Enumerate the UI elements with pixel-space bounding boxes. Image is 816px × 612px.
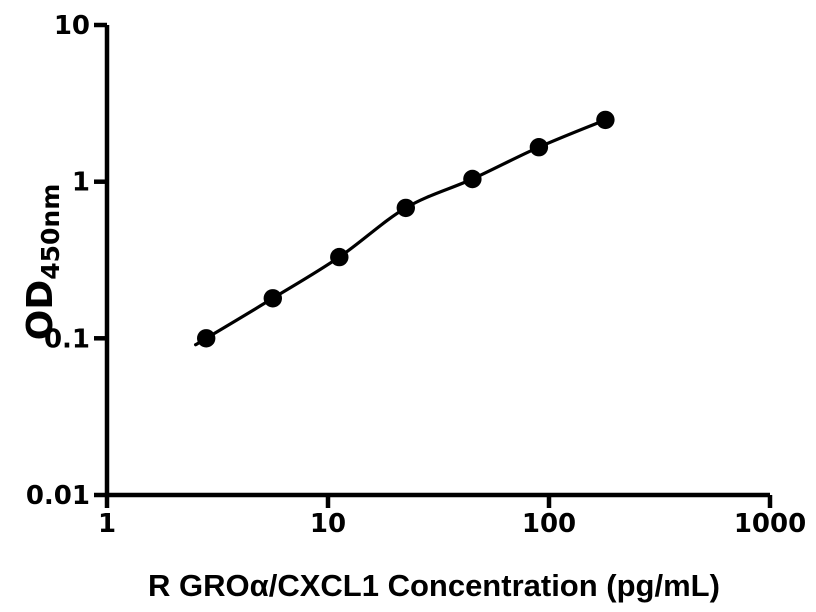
x-axis-title: R GROα/CXCL1 Concentration (pg/mL) bbox=[148, 568, 720, 603]
axes: 10 1 0.1 0.01 1 10 100 1000 bbox=[26, 11, 806, 539]
y-tick-label: 10 bbox=[54, 11, 90, 41]
x-tick-label: 100 bbox=[522, 509, 576, 539]
y-axis-title: OD450nm bbox=[20, 184, 65, 341]
x-tick-label: 1 bbox=[98, 509, 116, 539]
data-point bbox=[596, 110, 615, 130]
x-axis-ticks bbox=[104, 495, 773, 508]
y-tick-label: 0.01 bbox=[26, 481, 90, 511]
data-point bbox=[197, 329, 216, 348]
data-points bbox=[197, 110, 615, 348]
data-point bbox=[263, 289, 282, 308]
y-tick-label: 1 bbox=[72, 168, 90, 198]
data-point bbox=[330, 247, 349, 267]
data-point bbox=[396, 198, 415, 218]
y-axis-tick-labels: 10 1 0.1 0.01 bbox=[26, 11, 90, 511]
data-point bbox=[463, 169, 482, 189]
x-axis-tick-labels: 1 10 100 1000 bbox=[98, 509, 806, 539]
y-axis-title-sub: 450nm bbox=[36, 184, 65, 280]
y-axis-title-main: OD bbox=[20, 280, 61, 341]
data-point bbox=[529, 138, 549, 157]
x-tick-label: 1000 bbox=[734, 509, 806, 539]
x-tick-label: 10 bbox=[310, 509, 346, 539]
y-tick-label: 0.1 bbox=[44, 324, 90, 354]
